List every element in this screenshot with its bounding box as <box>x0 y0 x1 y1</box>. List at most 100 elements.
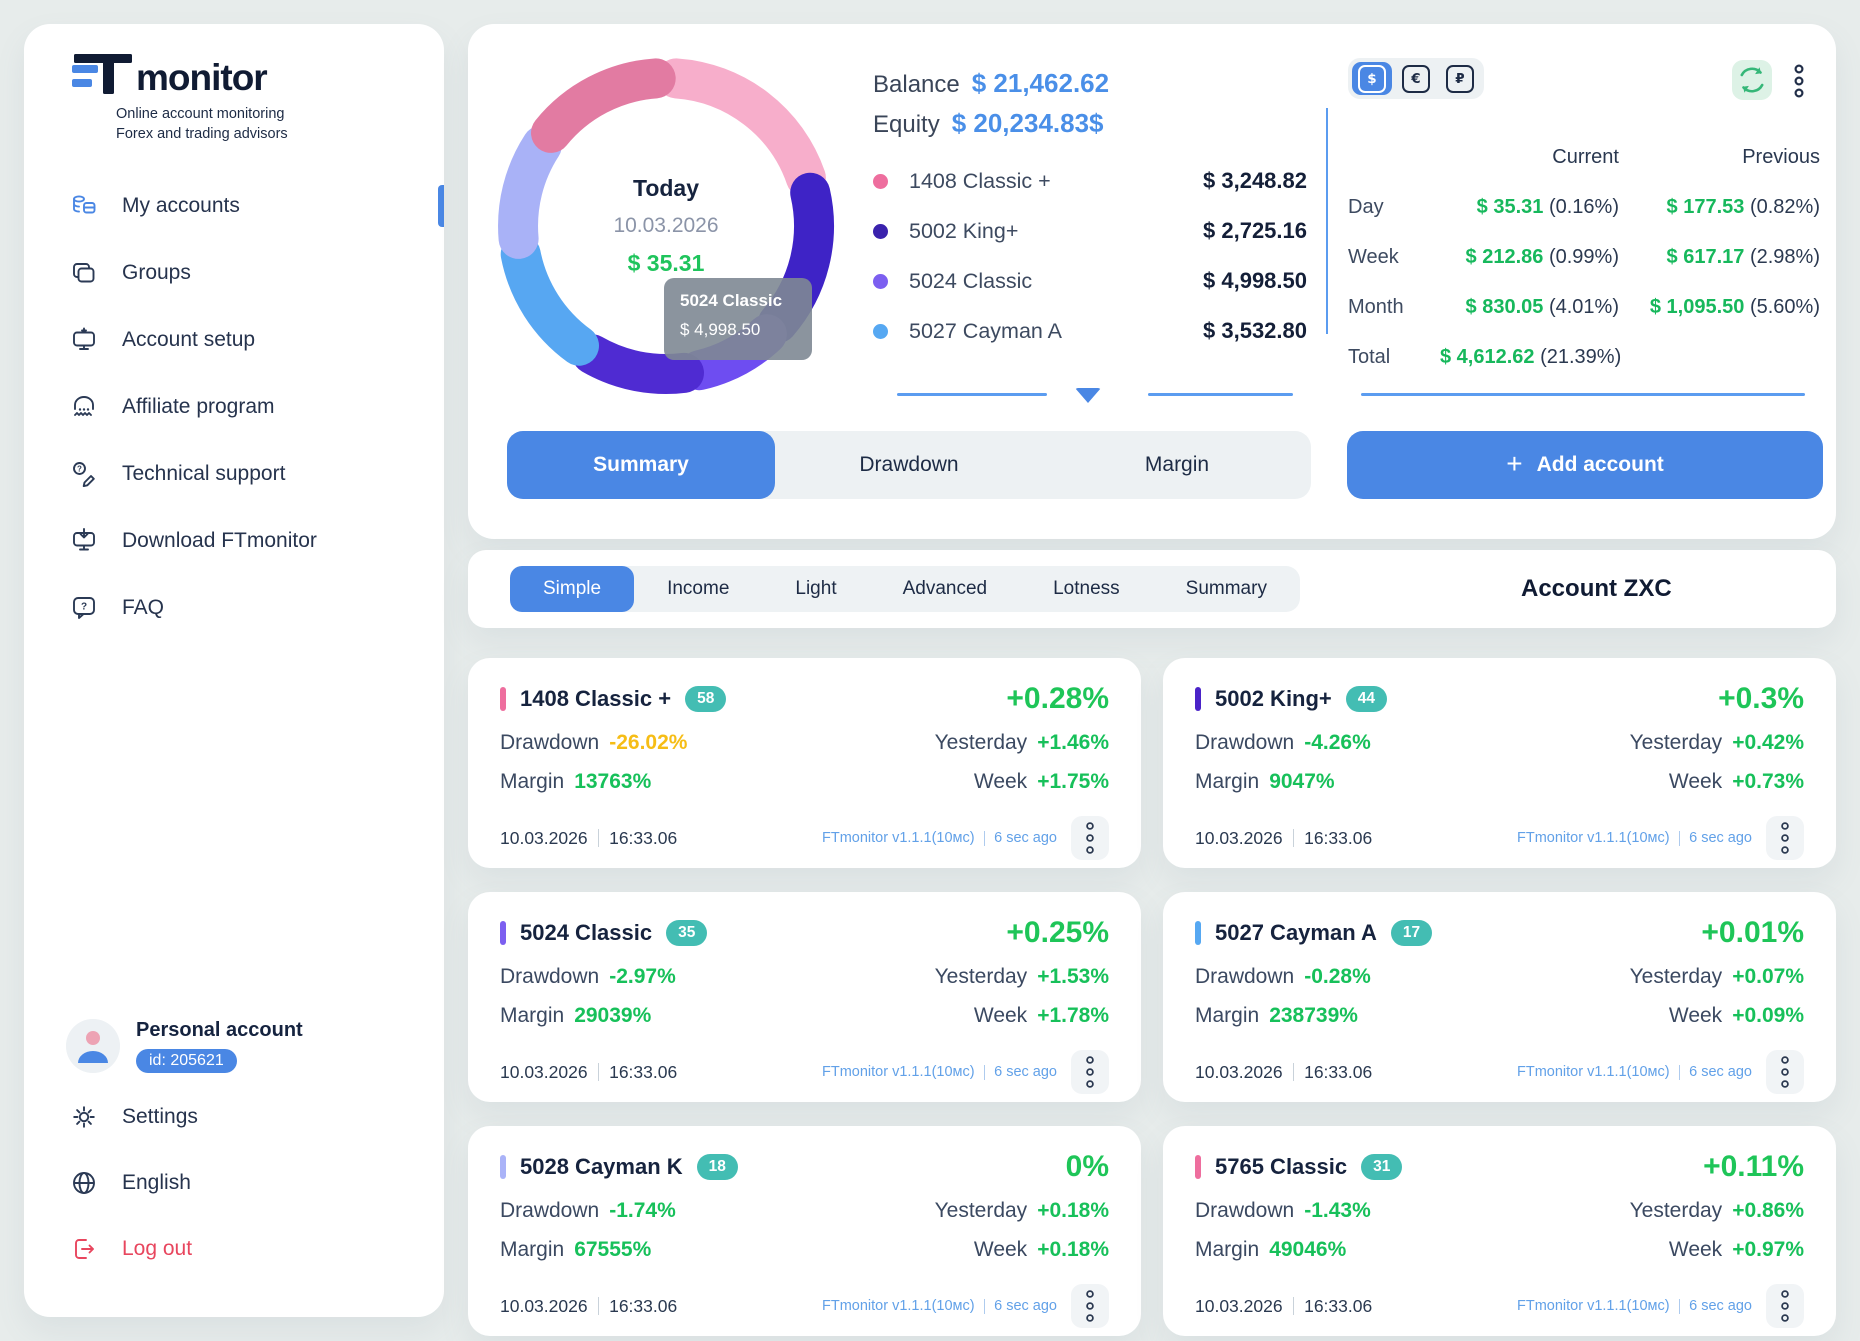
account-card[interactable]: 5002 King+ 44 +0.3% Drawdown -4.26% Yest… <box>1163 658 1836 868</box>
overview-card: Today 10.03.2026 $ 35.31 5024 Classic $ … <box>468 24 1836 539</box>
pill-light[interactable]: Light <box>795 578 837 599</box>
donut-chart[interactable]: Today 10.03.2026 $ 35.31 5024 Classic $ … <box>496 56 836 396</box>
donut-segment[interactable] <box>500 234 599 366</box>
donut-segment[interactable] <box>498 125 562 259</box>
view-mode-pills: Simple Income Light Advanced Lotness Sum… <box>510 566 1300 612</box>
sidebar-item-account-setup[interactable]: Account setup <box>24 307 444 374</box>
profile-id-badge: id: 205621 <box>136 1049 237 1073</box>
update-timestamp: 10.03.2026 16:33.06 <box>500 1295 678 1316</box>
refresh-button[interactable] <box>1732 60 1772 100</box>
expander-row <box>468 384 1836 404</box>
sidebar-item-settings[interactable]: Settings <box>24 1084 444 1150</box>
sidebar-item-groups[interactable]: Groups <box>24 240 444 307</box>
sidebar-item-affiliate[interactable]: Affiliate program <box>24 374 444 441</box>
terminal-meta: FTmonitor v1.1.1(10мс) 6 sec ago <box>1517 830 1752 846</box>
avatar <box>66 1019 120 1073</box>
account-card[interactable]: 1408 Classic + 58 +0.28% Drawdown -26.02… <box>468 658 1141 868</box>
margin-label: Margin <box>1195 1004 1260 1027</box>
sidebar-item-language[interactable]: English <box>24 1150 444 1216</box>
sidebar-item-label: Download FTmonitor <box>122 529 317 553</box>
currency-rub-button[interactable]: ₽ <box>1440 62 1480 95</box>
account-change-percent: +0.11% <box>1703 1150 1804 1183</box>
pill-income[interactable]: Income <box>667 578 730 599</box>
plus-icon: + <box>1506 447 1523 479</box>
account-title: 5027 Cayman A <box>1215 920 1377 945</box>
week-label: Week <box>1668 770 1723 793</box>
add-account-button[interactable]: + Add account <box>1347 431 1823 499</box>
card-kebab-menu[interactable] <box>1766 816 1804 860</box>
terminal-meta: FTmonitor v1.1.1(10мс) 6 sec ago <box>1517 1298 1752 1314</box>
donut-center-value: $ 35.31 <box>627 250 705 276</box>
drawdown-value: -1.43% <box>1304 1199 1371 1222</box>
card-kebab-menu[interactable] <box>1071 1050 1109 1094</box>
sidebar-item-label: Settings <box>122 1105 198 1128</box>
donut-segment[interactable] <box>531 58 676 153</box>
margin-value: 49046% <box>1269 1238 1347 1261</box>
week-value: +0.73% <box>1732 770 1804 793</box>
drawdown-value: -1.74% <box>609 1199 676 1222</box>
account-card[interactable]: 5765 Classic 31 +0.11% Drawdown -1.43% Y… <box>1163 1126 1836 1336</box>
legend-row: 5002 King+ $ 2,725.16 <box>873 206 1307 256</box>
sidebar-item-label: English <box>122 1171 191 1194</box>
account-card[interactable]: 5024 Classic 35 +0.25% Drawdown -2.97% Y… <box>468 892 1141 1102</box>
account-change-percent: +0.3% <box>1718 682 1804 715</box>
margin-label: Margin <box>500 1004 565 1027</box>
card-kebab-menu[interactable] <box>1766 1284 1804 1328</box>
tab-drawdown[interactable]: Drawdown <box>859 453 959 476</box>
sidebar-item-faq[interactable]: ? FAQ <box>24 575 444 642</box>
profile-block[interactable]: Personal account id: 205621 <box>66 1019 303 1073</box>
account-card[interactable]: 5027 Cayman A 17 +0.01% Drawdown -0.28% … <box>1163 892 1836 1102</box>
drawdown-label: Drawdown <box>1195 1199 1295 1222</box>
refresh-icon <box>1740 67 1764 93</box>
sidebar-item-logout[interactable]: Log out <box>24 1216 444 1282</box>
download-icon <box>70 528 98 554</box>
yesterday-label: Yesterday <box>934 1199 1028 1222</box>
legend-dot <box>873 273 888 289</box>
balance-value: $ 21,462.62 <box>971 68 1110 98</box>
account-title: 5028 Cayman K <box>520 1154 683 1179</box>
card-kebab-menu[interactable] <box>1071 1284 1109 1328</box>
tab-summary[interactable]: Summary <box>507 431 775 499</box>
pill-simple[interactable]: Simple <box>510 566 635 612</box>
week-label: Week <box>973 1004 1028 1027</box>
yesterday-value: +0.86% <box>1732 1199 1804 1222</box>
pill-advanced[interactable]: Advanced <box>902 578 988 599</box>
sidebar-item-label: Account setup <box>122 328 256 352</box>
active-indicator <box>438 185 444 228</box>
brand-tagline: Online account monitoring Forex and trad… <box>116 106 288 143</box>
overview-kebab-menu[interactable] <box>1790 63 1808 103</box>
sidebar-item-download[interactable]: Download FTmonitor <box>24 508 444 575</box>
week-value: +1.78% <box>1037 1004 1109 1027</box>
update-timestamp: 10.03.2026 16:33.06 <box>1195 827 1373 848</box>
account-color-bar <box>1195 1155 1201 1179</box>
divider <box>1326 108 1328 334</box>
donut-center: Today 10.03.2026 $ 35.31 <box>496 56 836 396</box>
pill-summary[interactable]: Summary <box>1185 578 1267 599</box>
terminal-meta: FTmonitor v1.1.1(10мс) 6 sec ago <box>822 1298 1057 1314</box>
card-kebab-menu[interactable] <box>1766 1050 1804 1094</box>
ft-logo-icon <box>70 54 134 94</box>
sidebar-item-support[interactable]: ? Technical support <box>24 441 444 508</box>
update-timestamp: 10.03.2026 16:33.06 <box>1195 1061 1373 1082</box>
expand-triangle-button[interactable] <box>1075 388 1101 403</box>
card-kebab-menu[interactable] <box>1071 816 1109 860</box>
donut-segment[interactable] <box>656 58 826 198</box>
account-count-badge: 35 <box>666 920 708 946</box>
tab-margin[interactable]: Margin <box>1144 453 1210 476</box>
yesterday-value: +0.07% <box>1732 965 1804 988</box>
pill-lotness[interactable]: Lotness <box>1053 578 1120 599</box>
account-change-percent: +0.01% <box>1701 916 1804 949</box>
currency-eur-button[interactable]: € <box>1396 62 1436 95</box>
currency-usd-button[interactable]: $ <box>1352 62 1392 95</box>
donut-segment[interactable] <box>572 334 704 394</box>
sidebar-item-label: Groups <box>122 261 191 285</box>
stats-row-total: Total $ 4,612.62 (21.39%) <box>1348 345 1622 368</box>
drawdown-value: -2.97% <box>609 965 676 988</box>
drawdown-value: -0.28% <box>1304 965 1371 988</box>
underline <box>897 393 1047 396</box>
account-card[interactable]: 5028 Cayman K 18 0% Drawdown -1.74% Yest… <box>468 1126 1141 1336</box>
underline <box>1148 393 1293 396</box>
overview-tabs: Summary Drawdown Margin <box>507 431 1311 499</box>
sidebar-item-my-accounts[interactable]: My accounts <box>24 173 444 240</box>
stats-row-day: Day $ 35.31 (0.16%) $ 177.53 (0.82%) <box>1348 195 1820 218</box>
